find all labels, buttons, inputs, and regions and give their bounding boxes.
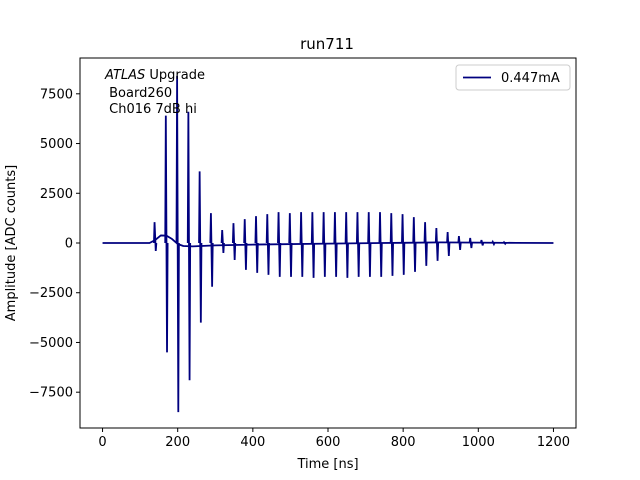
annotation-atlas-italic: ATLAS xyxy=(104,68,145,83)
series-spike xyxy=(322,212,327,277)
series-spike xyxy=(175,75,180,413)
series-spike xyxy=(277,212,282,277)
series-spike xyxy=(446,232,451,256)
series-spike xyxy=(401,214,406,275)
x-tick-label: 0 xyxy=(98,435,106,450)
series-spike xyxy=(288,213,293,277)
series-spike xyxy=(231,223,237,260)
series-spike xyxy=(265,214,270,275)
y-tick-label: 2500 xyxy=(40,187,73,202)
x-tick-label: 1000 xyxy=(462,435,495,450)
series-spike xyxy=(367,212,372,277)
x-tick-label: 1200 xyxy=(537,435,570,450)
series-spike xyxy=(344,212,349,278)
atlas-annotation: ATLAS Upgrade Board260 Ch016 7dB hi xyxy=(104,68,205,117)
series-spike xyxy=(310,212,316,278)
series-spike xyxy=(491,239,496,247)
y-tick-label: 5000 xyxy=(40,137,73,152)
series-spike xyxy=(412,217,417,272)
series-spike xyxy=(243,219,248,270)
y-tick-label: −7500 xyxy=(29,386,73,401)
x-tick-label: 200 xyxy=(165,435,190,450)
series-spike xyxy=(378,212,383,277)
series-spike xyxy=(468,237,473,249)
series-spike xyxy=(479,239,485,246)
y-tick-label: −5000 xyxy=(29,336,73,351)
series-spike xyxy=(153,222,158,252)
series-spike xyxy=(434,228,440,261)
y-tick-label: 7500 xyxy=(40,87,73,102)
series-spike xyxy=(389,213,394,276)
legend-label: 0.447mA xyxy=(501,71,560,86)
y-tick-label: 0 xyxy=(65,237,73,252)
series-spike xyxy=(220,230,225,254)
annotation-line-1: ATLAS Upgrade xyxy=(104,68,205,83)
series-spike xyxy=(502,240,507,246)
chart-title: run711 xyxy=(300,35,354,53)
annotation-line-2: Board260 xyxy=(105,86,172,101)
annotation-upgrade: Upgrade xyxy=(145,68,205,83)
series-spike xyxy=(164,115,169,353)
series-spike xyxy=(186,111,192,381)
x-tick-label: 800 xyxy=(391,435,416,450)
y-tick-label: −2500 xyxy=(29,286,73,301)
x-axis-ticks: 0 200 400 600 800 1000 1200 xyxy=(98,428,570,450)
annotation-line-3: Ch016 7dB hi xyxy=(105,102,197,117)
series-spike xyxy=(299,212,304,277)
y-axis-ticks: −7500 −5000 −2500 0 2500 5000 7500 xyxy=(29,87,80,401)
series-spike xyxy=(198,171,203,323)
legend-box xyxy=(455,64,571,91)
series-0.447mA xyxy=(102,75,554,413)
series-baseline xyxy=(102,234,554,248)
series-spike xyxy=(457,235,462,251)
legend: 0.447mA xyxy=(455,64,571,91)
x-axis-label: Time [ns] xyxy=(296,457,358,472)
series-spike xyxy=(423,222,428,266)
series-spike xyxy=(209,213,214,287)
series-spike xyxy=(254,216,259,273)
series-spike xyxy=(355,212,361,277)
y-axis-label: Amplitude [ADC counts] xyxy=(4,165,19,321)
x-tick-label: 400 xyxy=(240,435,265,450)
series-spike xyxy=(333,212,338,277)
series-layer xyxy=(102,75,554,413)
x-tick-label: 600 xyxy=(316,435,341,450)
